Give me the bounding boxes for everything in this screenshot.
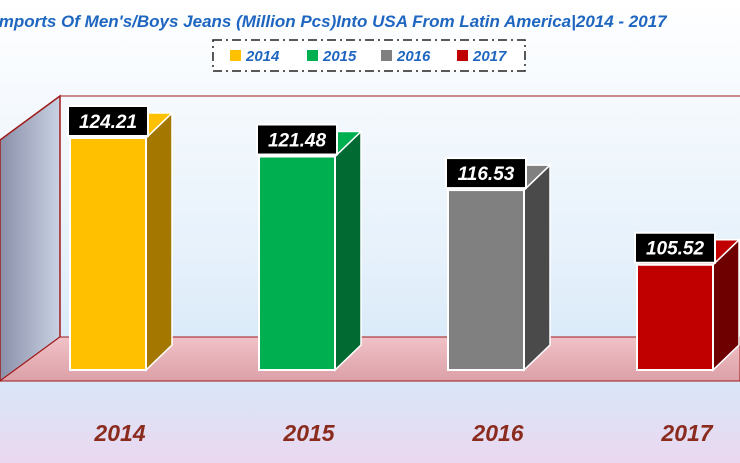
value-label-box	[634, 231, 716, 264]
value-label-box	[445, 157, 527, 190]
legend-entry: 2014	[230, 48, 280, 65]
chart-legend: 2014 2015 2016 2017	[212, 39, 526, 72]
value-label-2014: 124.21	[67, 105, 149, 137]
chart-title: Imports Of Men's/Boys Jeans (Million Pcs…	[0, 12, 668, 31]
legend-swatch-2016	[381, 50, 392, 61]
bar-2015	[257, 129, 363, 372]
value-label-2015: 121.48	[256, 123, 338, 156]
legend-label-2016: 2016	[396, 48, 431, 65]
category-labels-group: 2014 2015 2016 2017	[93, 420, 713, 446]
value-label-box	[67, 105, 149, 137]
value-label-2017: 105.52	[634, 231, 716, 264]
category-label-2017: 2017	[660, 420, 713, 446]
legend-swatch-2014	[230, 50, 241, 61]
bar-side-2016	[523, 163, 551, 372]
legend-swatch-2017	[457, 50, 468, 61]
value-label-text: 116.53	[458, 164, 515, 185]
value-label-2016: 116.53	[445, 157, 527, 190]
legend-entry: 2017	[457, 48, 507, 65]
legend-box	[212, 39, 526, 72]
bar-2016	[446, 163, 552, 372]
value-labels-group: 124.21 121.48 116.53 105.52	[67, 105, 716, 264]
legend-swatch-2015	[307, 50, 318, 61]
legend-label-2017: 2017	[472, 48, 507, 65]
bar-front-2015	[258, 155, 336, 371]
value-label-box	[256, 123, 338, 156]
bar-side-2014	[145, 111, 173, 372]
bar-front-2014	[69, 137, 147, 371]
category-label-2016: 2016	[471, 420, 523, 446]
bar-front-2017	[636, 263, 714, 371]
bar-2014	[68, 111, 174, 372]
bar-front-2016	[447, 189, 525, 371]
category-label-2015: 2015	[282, 420, 335, 446]
value-label-text: 105.52	[646, 239, 705, 260]
chart-back-wall	[0, 94, 61, 382]
value-label-text: 124.21	[79, 112, 137, 133]
value-label-text: 121.48	[268, 131, 327, 152]
legend-entry: 2016	[381, 48, 431, 65]
bar-side-2015	[334, 129, 362, 372]
legend-label-2014: 2014	[245, 48, 280, 65]
legend-entry: 2015	[307, 48, 357, 65]
legend-label-2015: 2015	[322, 48, 357, 65]
category-label-2014: 2014	[93, 420, 145, 446]
